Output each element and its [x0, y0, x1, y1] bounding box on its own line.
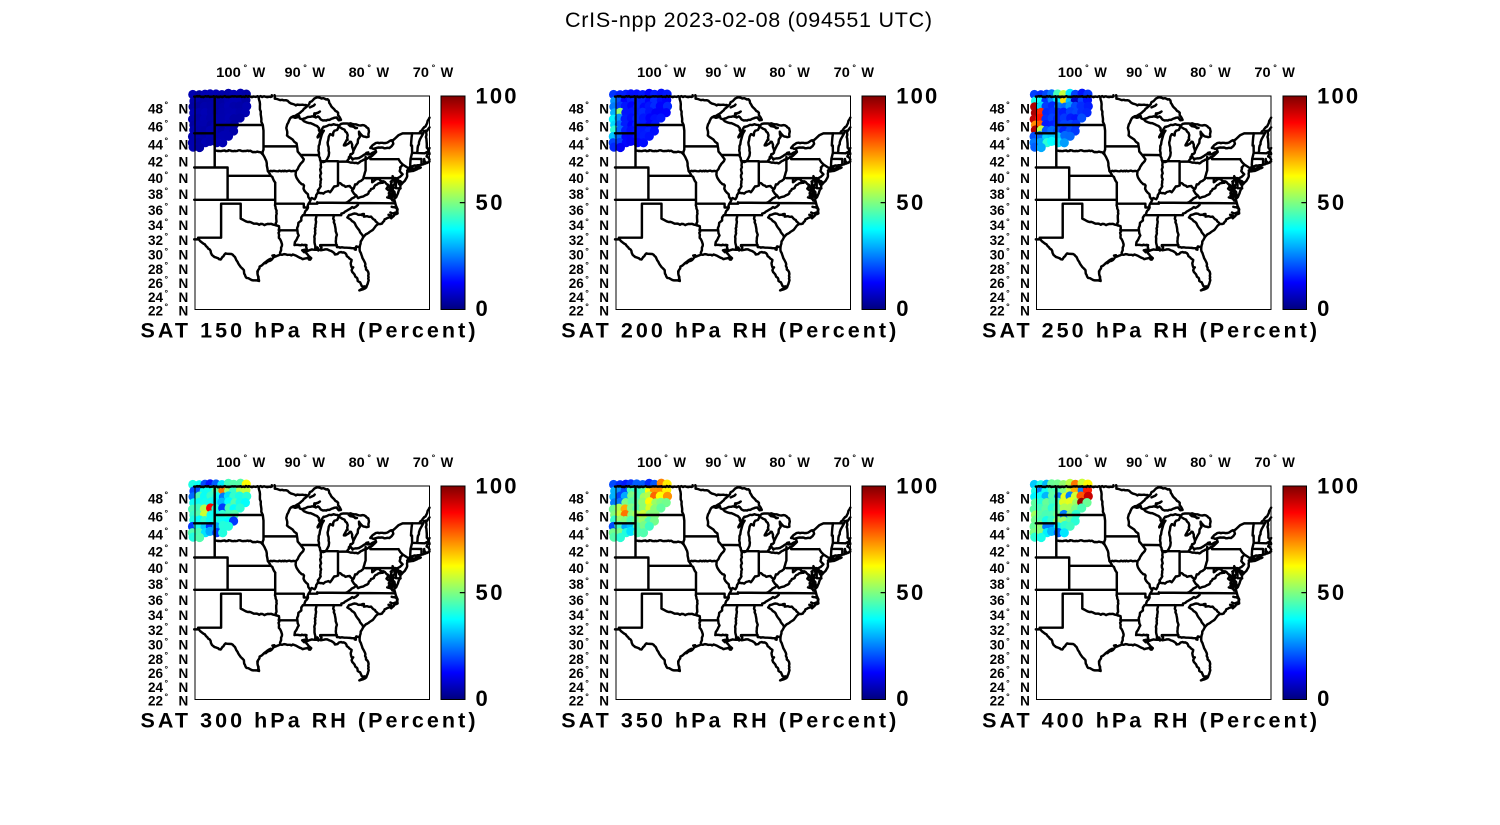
svg-text:CrIS-npp 2023-02-08 (094551 UT: CrIS-npp 2023-02-08 (094551 UTC) [565, 8, 932, 32]
svg-text:SAT 250 hPa RH (Percent): SAT 250 hPa RH (Percent) [982, 319, 1317, 343]
svg-text:SAT 400 hPa RH (Percent): SAT 400 hPa RH (Percent) [982, 709, 1317, 733]
svg-text:SAT 300 hPa RH (Percent): SAT 300 hPa RH (Percent) [141, 709, 476, 733]
svg-text:SAT 150 hPa RH (Percent): SAT 150 hPa RH (Percent) [141, 319, 476, 343]
svg-text:SAT 350 hPa RH (Percent): SAT 350 hPa RH (Percent) [561, 709, 896, 733]
svg-text:SAT 200 hPa RH (Percent): SAT 200 hPa RH (Percent) [561, 319, 896, 343]
